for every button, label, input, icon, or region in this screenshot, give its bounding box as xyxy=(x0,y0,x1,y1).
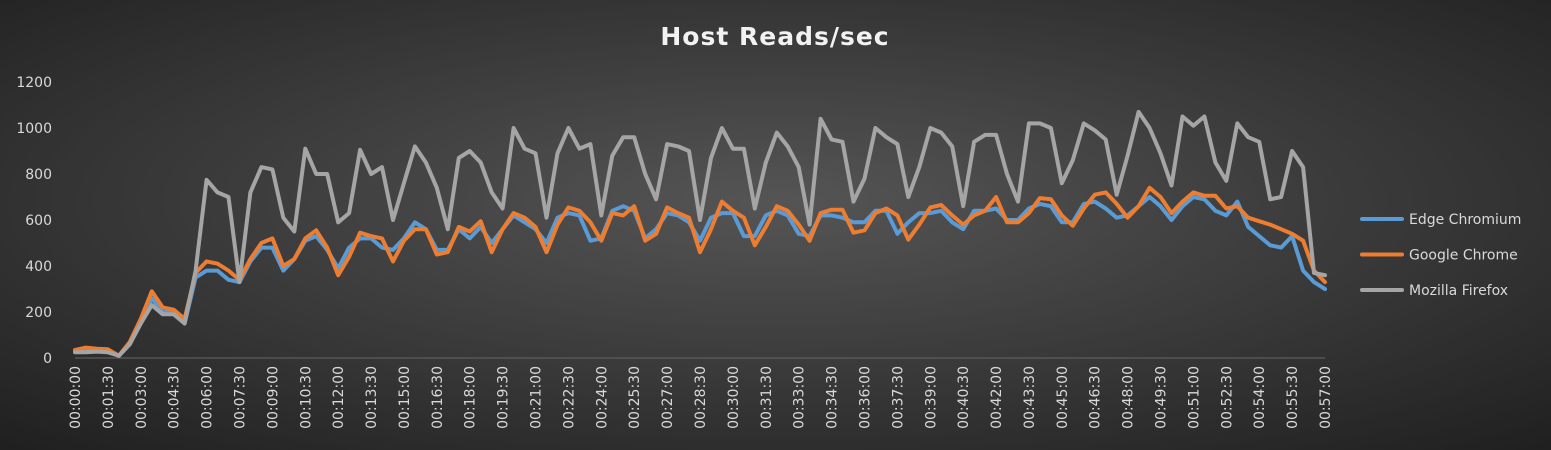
series-line xyxy=(73,195,1327,358)
legend-label: Edge Chromium xyxy=(1409,212,1521,228)
x-tick-label: 00:24:00 xyxy=(594,366,610,429)
series-line xyxy=(73,109,1327,358)
y-tick-label: 1200 xyxy=(16,75,52,91)
x-tick-label: 00:34:30 xyxy=(825,366,841,429)
x-tick-label: 00:45:00 xyxy=(1055,366,1071,429)
x-tick-label: 00:04:30 xyxy=(167,366,183,429)
x-tick-label: 00:27:00 xyxy=(660,366,676,429)
x-tick-label: 00:37:30 xyxy=(890,366,906,429)
x-tick-label: 00:03:00 xyxy=(134,366,150,429)
x-tick-label: 00:00:00 xyxy=(68,366,84,429)
x-tick-label: 00:06:00 xyxy=(200,366,216,429)
x-tick-label: 00:28:30 xyxy=(693,366,709,429)
x-tick-label: 00:19:30 xyxy=(496,366,512,429)
x-tick-label: 00:21:00 xyxy=(529,366,545,429)
x-tick-label: 00:10:30 xyxy=(298,366,314,429)
x-tick-label: 00:33:00 xyxy=(792,366,808,429)
y-tick-label: 1000 xyxy=(16,121,52,137)
y-tick-label: 0 xyxy=(43,351,52,367)
x-tick-label: 00:57:00 xyxy=(1318,366,1334,429)
x-tick-label: 00:55:30 xyxy=(1285,366,1301,429)
x-tick-label: 00:40:30 xyxy=(956,366,972,429)
y-tick-label: 800 xyxy=(25,167,52,183)
x-tick-label: 00:07:30 xyxy=(232,366,248,429)
x-tick-label: 00:49:30 xyxy=(1154,366,1170,429)
x-tick-label: 00:43:30 xyxy=(1022,366,1038,429)
legend-label: Google Chrome xyxy=(1409,248,1518,264)
x-tick-label: 00:12:00 xyxy=(331,366,347,429)
y-tick-label: 600 xyxy=(25,213,52,229)
x-tick-label: 00:09:00 xyxy=(265,366,281,429)
x-tick-label: 00:18:00 xyxy=(463,366,479,429)
x-tick-label: 00:54:00 xyxy=(1252,366,1268,429)
x-tick-label: 00:30:00 xyxy=(726,366,742,429)
legend-label: Mozilla Firefox xyxy=(1409,283,1508,299)
x-tick-label: 00:52:30 xyxy=(1219,366,1235,429)
x-tick-label: 00:15:00 xyxy=(397,366,413,429)
x-tick-label: 00:31:30 xyxy=(759,366,775,429)
x-tick-label: 00:51:00 xyxy=(1186,366,1202,429)
x-tick-label: 00:16:30 xyxy=(430,366,446,429)
x-tick-label: 00:46:30 xyxy=(1088,366,1104,429)
x-tick-label: 00:36:00 xyxy=(857,366,873,429)
chart-title: Host Reads/sec xyxy=(660,22,889,51)
x-tick-label: 00:01:30 xyxy=(101,366,117,429)
x-tick-label: 00:48:00 xyxy=(1121,366,1137,429)
y-tick-label: 400 xyxy=(25,259,52,275)
x-tick-label: 00:22:30 xyxy=(561,366,577,429)
x-tick-label: 00:42:00 xyxy=(989,366,1005,429)
x-tick-label: 00:13:30 xyxy=(364,366,380,429)
series-line xyxy=(73,185,1327,358)
x-tick-label: 00:39:00 xyxy=(923,366,939,429)
y-tick-label: 200 xyxy=(25,305,52,321)
x-tick-label: 00:25:30 xyxy=(627,366,643,429)
